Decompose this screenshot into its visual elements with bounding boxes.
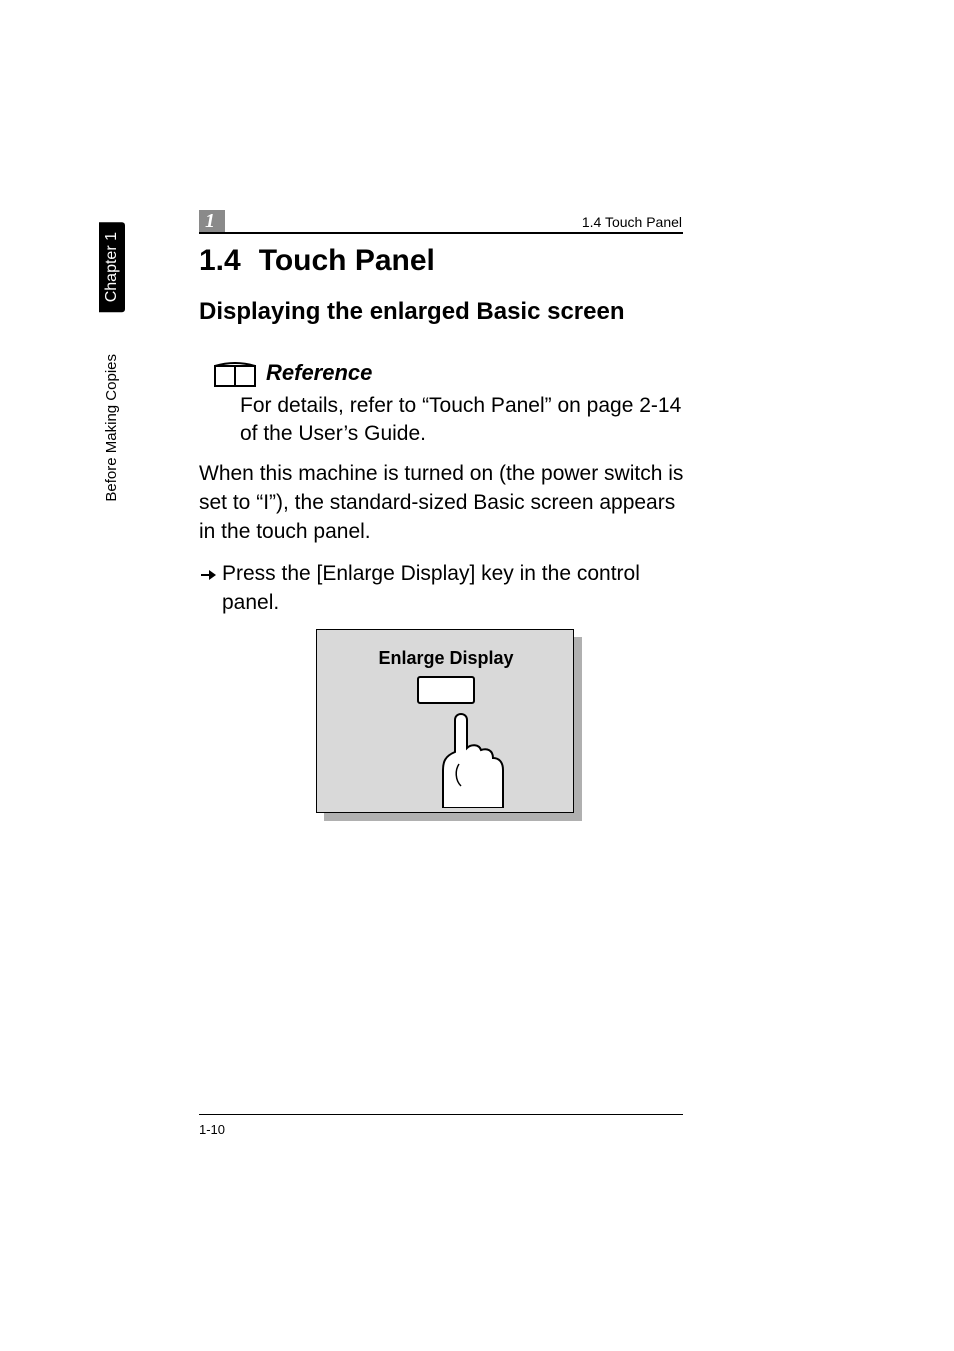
page: Chapter 1 Before Making Copies 1.4 Touch…: [0, 0, 954, 1351]
body-paragraph-1: When this machine is turned on (the powe…: [199, 460, 689, 547]
figure-box: Enlarge Display: [316, 629, 574, 813]
header-rule: [199, 232, 683, 234]
figure-button-label: Enlarge Display: [317, 648, 575, 669]
reference-label: Reference: [266, 360, 372, 386]
book-icon: [214, 362, 256, 393]
side-tab-section: Before Making Copies: [99, 344, 125, 512]
section-number: 1.4: [199, 244, 241, 277]
side-tab-chapter: Chapter 1: [99, 222, 125, 312]
arrow-icon: [200, 566, 216, 589]
page-number: 1-10: [199, 1122, 225, 1137]
section-heading: 1.4 Touch Panel: [199, 244, 435, 278]
running-head: 1.4 Touch Panel: [582, 214, 682, 230]
reference-text: For details, refer to “Touch Panel” on p…: [240, 392, 690, 449]
figure-enlarge-display: Enlarge Display: [316, 629, 582, 821]
finger-icon: [435, 708, 515, 813]
footer-rule: [199, 1114, 683, 1115]
figure-button-rect: [417, 676, 475, 704]
chapter-number-box: 1: [199, 210, 225, 232]
subsection-heading: Displaying the enlarged Basic screen: [199, 298, 625, 326]
chapter-number: 1: [205, 210, 215, 233]
instruction-step-1: Press the [Enlarge Display] key in the c…: [222, 560, 682, 618]
section-title: Touch Panel: [259, 244, 435, 277]
